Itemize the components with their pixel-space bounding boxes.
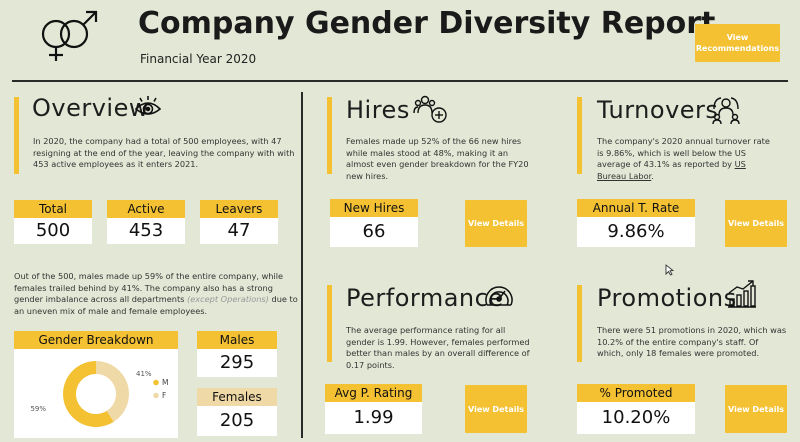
males-value: 295 (197, 349, 277, 377)
header-divider (12, 80, 788, 82)
females-label: Females (197, 388, 277, 406)
overview-breakdown-text-em: (except Operations) (187, 294, 269, 304)
kpi-total-value: 500 (14, 218, 92, 244)
performance-title: Performance (346, 284, 504, 312)
page-subtitle: Financial Year 2020 (140, 52, 257, 66)
hires-accent-bar (327, 97, 332, 174)
donut-slice-m[interactable] (63, 361, 114, 427)
mouse-cursor-icon (665, 264, 674, 276)
legend-marker-m (153, 379, 159, 386)
promotions-accent-bar (577, 285, 582, 362)
promotions-text: There were 51 promotions in 2020, which … (597, 325, 787, 358)
promotions-title: Promotions (597, 284, 737, 312)
new-hires-value: 66 (330, 217, 418, 247)
overview-title: Overview (32, 94, 149, 122)
avg-p-rating-label: Avg P. Rating (325, 384, 422, 402)
gender-symbols-icon (32, 8, 106, 64)
performance-accent-bar (327, 285, 332, 362)
overview-breakdown-text: Out of the 500, males made up 59% of the… (14, 271, 299, 317)
females-value: 205 (197, 406, 277, 436)
view-recommendations-button[interactable]: View Recommendations (695, 24, 780, 62)
new-hires-label: New Hires (330, 199, 418, 217)
kpi-active-value: 453 (107, 218, 185, 244)
donut-label-m: 59% (30, 405, 46, 413)
hires-view-details-button[interactable]: View Details (465, 200, 527, 247)
overview-breakdown-text-b: due to an uneven mix of male and female … (14, 294, 298, 316)
turnovers-text: The company's 2020 annual turnover rate … (597, 136, 777, 182)
turnovers-text-a: The company's 2020 annual turnover rate … (597, 136, 770, 169)
males-label: Males (197, 331, 277, 349)
kpi-total-label: Total (14, 200, 92, 218)
turnovers-accent-bar (577, 97, 582, 174)
gender-breakdown-chart: 41% 59% M F (14, 349, 178, 438)
page-title: Company Gender Diversity Report (138, 6, 716, 41)
us-bureau-labor-link[interactable]: US Bureau Labor (597, 159, 746, 181)
performance-view-details-button[interactable]: View Details (465, 385, 527, 433)
people-turnover-icon (710, 95, 742, 125)
kpi-leavers-value: 47 (200, 218, 278, 244)
turnovers-title: Turnovers (597, 96, 719, 124)
donut-label-f: 41% (136, 370, 152, 378)
hires-title: Hires (346, 96, 410, 124)
turnovers-view-details-button[interactable]: View Details (725, 200, 787, 247)
promotions-view-details-button[interactable]: View Details (725, 385, 787, 433)
gender-donut-svg: 41% 59% MF (30, 361, 168, 427)
turnovers-text-b: . (651, 170, 654, 181)
legend-marker-f (153, 392, 159, 399)
kpi-active-label: Active (107, 200, 185, 218)
legend-label-f: F (162, 391, 166, 400)
gender-breakdown-title: Gender Breakdown (14, 331, 178, 349)
overview-text: In 2020, the company had a total of 500 … (33, 136, 295, 169)
legend-label-m: M (162, 378, 168, 387)
section-divider (301, 92, 303, 438)
growth-chart-icon (727, 279, 757, 309)
annual-t-rate-label: Annual T. Rate (577, 199, 695, 217)
people-add-icon (413, 93, 449, 125)
overview-accent-bar (14, 97, 19, 174)
avg-p-rating-value: 1.99 (325, 402, 422, 434)
annual-t-rate-value: 9.86% (577, 217, 695, 247)
kpi-leavers-label: Leavers (200, 200, 278, 218)
hires-text: Females made up 52% of the 66 new hires … (346, 136, 529, 181)
donut-slice-f[interactable] (96, 361, 130, 422)
pct-promoted-label: % Promoted (577, 384, 695, 402)
eye-icon (134, 95, 162, 119)
pct-promoted-value: 10.20% (577, 402, 695, 434)
speedometer-icon (483, 281, 515, 311)
overview-breakdown-text-a: Out of the 500, males made up 59% of the… (14, 271, 284, 304)
performance-text: The average performance rating for all g… (346, 325, 530, 370)
